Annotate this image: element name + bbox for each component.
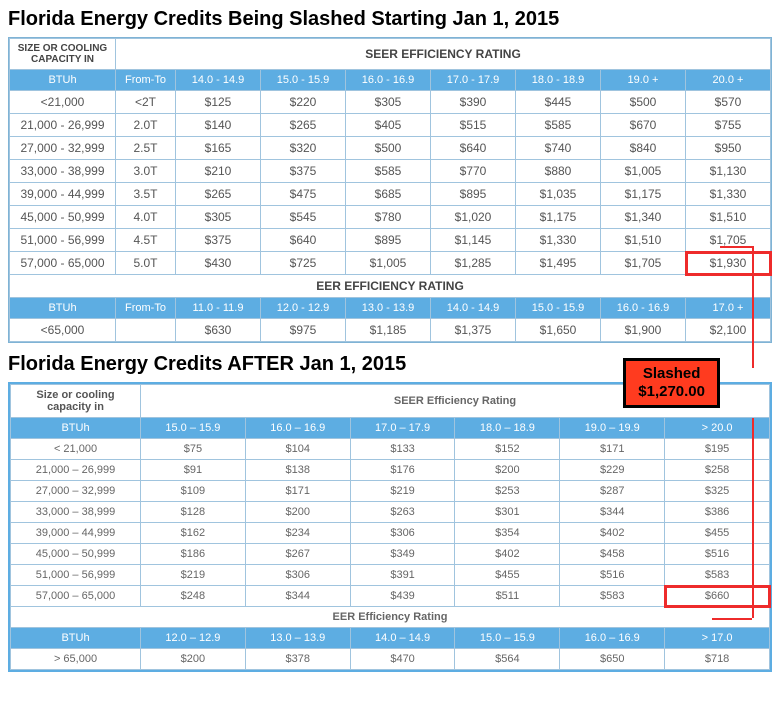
- slashed-callout: Slashed$1,270.00: [623, 358, 720, 408]
- table-row: 33,000 – 38,999$128$200$263$301$344$386: [11, 502, 770, 523]
- eer-header2: EER Efficiency Rating: [11, 607, 770, 628]
- eer-header: EER EFFICIENCY RATING: [10, 275, 771, 298]
- size-header: SIZE OR COOLINGCAPACITY IN: [10, 39, 116, 70]
- table-row: 51,000 - 56,9994.5T$375$640$895$1,145$1,…: [10, 229, 771, 252]
- table-row: 27,000 – 32,999$109$171$219$253$287$325: [11, 481, 770, 502]
- table-after-wrap: Size or coolingcapacity in SEER Efficien…: [8, 382, 772, 672]
- seer-header: SEER EFFICIENCY RATING: [116, 39, 771, 70]
- table-after: Size or coolingcapacity in SEER Efficien…: [10, 384, 770, 670]
- size-header2: Size or coolingcapacity in: [11, 385, 141, 418]
- table-row: 45,000 - 50,9994.0T$305$545$780$1,020$1,…: [10, 206, 771, 229]
- table-row: <65,000 $630$975$1,185 $1,375$1,650$1,90…: [10, 319, 771, 342]
- highlighted-cell-before: $1,930: [686, 252, 771, 275]
- col-fromto: From-To: [116, 70, 176, 91]
- table-row: 39,000 – 44,999$162$234$306$354$402$455: [11, 523, 770, 544]
- table-row: 57,000 - 65,0005.0T$430$725$1,005$1,285$…: [10, 252, 771, 275]
- table-row: 21,000 - 26,9992.0T$140$265$405$515$585$…: [10, 114, 771, 137]
- table-row: <21,000<2T$125$220$305$390$445$500$570: [10, 91, 771, 114]
- table-before-wrap: SIZE OR COOLINGCAPACITY IN SEER EFFICIEN…: [8, 37, 772, 343]
- table-row: 39,000 - 44,9993.5T$265$475$685$895$1,03…: [10, 183, 771, 206]
- table-row: < 21,000$75$104$133$152$171$195: [11, 439, 770, 460]
- col-btuh: BTUh: [10, 70, 116, 91]
- table-row: 51,000 – 56,999$219$306$391$455$516$583: [11, 565, 770, 586]
- table-row: 45,000 – 50,999$186$267$349$402$458$516: [11, 544, 770, 565]
- table-before: SIZE OR COOLINGCAPACITY IN SEER EFFICIEN…: [9, 38, 771, 342]
- table-row: 27,000 - 32,9992.5T$165$320$500$640$740$…: [10, 137, 771, 160]
- title-before: Florida Energy Credits Being Slashed Sta…: [8, 8, 772, 31]
- table-row: 21,000 – 26,999$91$138$176$200$229$258: [11, 460, 770, 481]
- table-row: > 65,000 $200$378$470 $564$650$718: [11, 649, 770, 670]
- highlighted-cell-after: $660: [665, 586, 770, 607]
- table-row: 57,000 – 65,000$248$344$439$511$583$660: [11, 586, 770, 607]
- table-row: 33,000 - 38,9993.0T$210$375$585$770$880$…: [10, 160, 771, 183]
